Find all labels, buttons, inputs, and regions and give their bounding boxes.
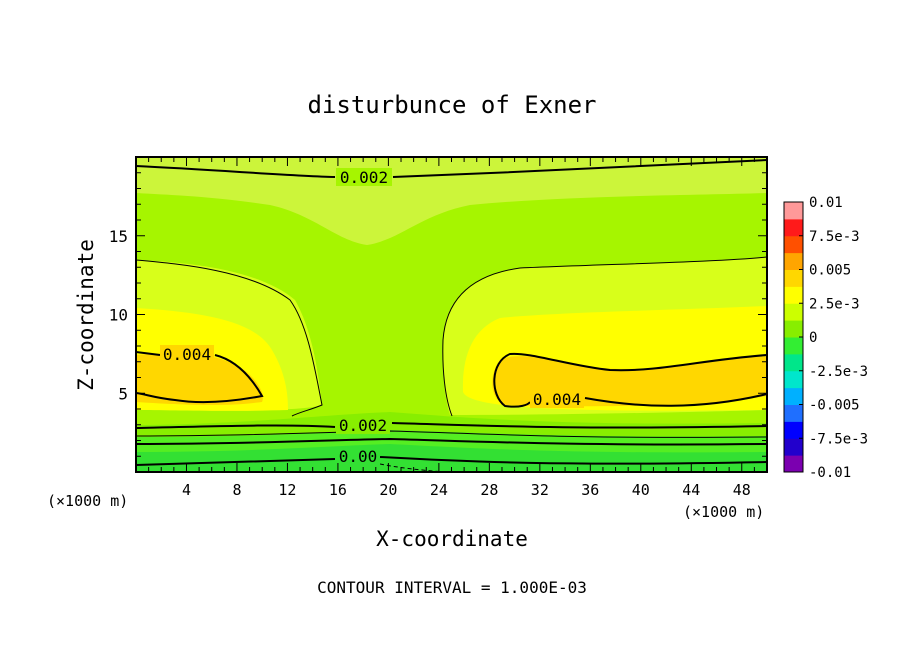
contour-line-0.002-low [136, 422, 767, 429]
colorbar-swatch [784, 320, 803, 338]
x-tick-label: 24 [430, 481, 448, 499]
colorbar-label: 7.5e-3 [809, 229, 860, 245]
colorbar-label: -2.5e-3 [809, 364, 868, 380]
colorbar-label: -0.01 [809, 465, 851, 481]
x-tick-label: 28 [480, 481, 498, 499]
x-tick-label: 36 [581, 481, 599, 499]
low-band-3 [136, 444, 767, 472]
colorbar-swatch [784, 455, 803, 473]
x-tick-label: 32 [531, 481, 549, 499]
contour-line-0.004-left [136, 351, 264, 404]
x-tick-label: 40 [632, 481, 650, 499]
colorbar-swatch [784, 202, 803, 220]
colorbar-swatch [784, 387, 803, 405]
contour-label-right-core: 0.004 [533, 390, 581, 409]
colorbar-label: 0.005 [809, 263, 851, 279]
x-axis-title: X-coordinate [376, 527, 528, 551]
colorbar-label: 2.5e-3 [809, 296, 860, 312]
x-unit-right: (×1000 m) [683, 503, 764, 521]
x-unit-left: (×1000 m) [47, 492, 128, 510]
contour-line-thin-right [442, 256, 767, 417]
colorbar-swatch [784, 421, 803, 439]
colorbar-swatch [784, 438, 803, 456]
y-axis-title: Z-coordinate [74, 239, 98, 391]
x-axis: 4 8 12 16 20 24 28 32 36 40 44 48 [148, 157, 755, 499]
contour-labels: 0.002 0.004 0.004 0.002 0.00 [160, 168, 584, 466]
contour-line-low-2 [136, 437, 767, 446]
colorbar-swatch [784, 370, 803, 389]
colorbar-swatch [784, 404, 803, 422]
contour-line-thin-left [136, 259, 323, 417]
x-tick-label: 8 [232, 481, 241, 499]
y-axis: 5 10 15 [109, 172, 767, 457]
colorbar-label: -0.005 [809, 398, 860, 414]
colorbar-label: 0 [809, 330, 817, 346]
footer-contour-interval: CONTOUR INTERVAL = 1.000E-03 [317, 578, 587, 597]
contour-label-left-core: 0.004 [163, 345, 211, 364]
upper-light-band [136, 157, 767, 245]
colorbar-swatch [784, 353, 803, 372]
colorbar-swatch [784, 252, 803, 270]
chart-title: disturbunce of Exner [308, 91, 597, 119]
colorbar-swatch [784, 235, 803, 254]
x-tick-label: 4 [182, 481, 191, 499]
contour-line-0.004-right [493, 352, 767, 408]
y-tick-label: 10 [109, 306, 128, 325]
left-orange-core [136, 353, 263, 405]
colorbar-swatch [784, 303, 803, 321]
colorbar-label: -7.5e-3 [809, 431, 868, 447]
x-tick-label: 44 [682, 481, 700, 499]
colorbar: 0.01 7.5e-3 0.005 2.5e-3 0 -2.5e-3 -0.005 -7.5e… [783, 195, 868, 481]
colorbar-label: 0.01 [809, 195, 843, 211]
x-tick-label: 48 [733, 481, 751, 499]
x-tick-label: 20 [379, 481, 397, 499]
contour-lines [136, 159, 767, 472]
colorbar-swatch [784, 286, 803, 304]
y-tick-label: 5 [118, 384, 128, 403]
x-tick-label: 12 [278, 481, 296, 499]
contour-label-top: 0.002 [340, 168, 388, 187]
contour-line-low-1 [136, 430, 767, 438]
contour-line-0.00 [136, 456, 767, 466]
x-tick-label: 16 [329, 481, 347, 499]
colorbar-swatch [784, 337, 803, 355]
contour-label-zero: 0.00 [339, 447, 378, 466]
contour-line-0.002-top [136, 159, 767, 178]
colorbar-swatch [784, 269, 803, 287]
contour-field: 0.002 0.004 0.004 0.002 0.00 [136, 157, 767, 472]
y-tick-label: 15 [109, 227, 128, 246]
contour-label-low: 0.002 [339, 416, 387, 435]
colorbar-swatch [784, 218, 803, 237]
